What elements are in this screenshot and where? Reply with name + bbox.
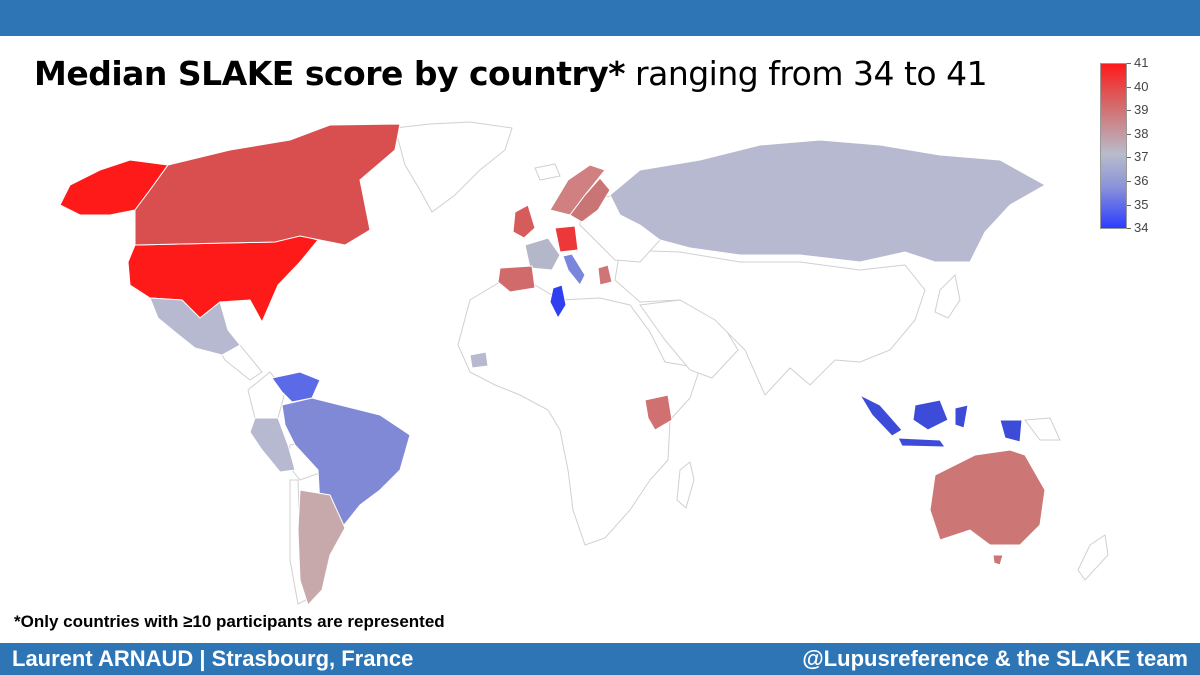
country-tunisia [549,284,567,320]
country-new-zealand [1077,534,1109,581]
country-senegal [469,351,489,369]
country-germany [554,225,579,253]
country-madagascar [676,461,695,509]
footer-author: Laurent ARNAUD | Strasbourg, France [12,646,414,671]
country-tasmania [992,554,1004,566]
country-indonesia-papua [999,419,1023,443]
legend-tick: 34 [1134,220,1149,235]
country-france [524,237,561,271]
page-title: Median SLAKE score by country* ranging f… [34,54,988,93]
country-australia [929,449,1046,546]
country-greenland [394,121,513,213]
legend-tick: 39 [1134,102,1149,117]
country-canada [134,123,401,246]
country-japan [934,273,961,319]
legend-tick: 38 [1134,126,1149,141]
country-peru [249,417,296,473]
country-png [1024,417,1061,441]
footer-handle: @Lupusreference & the SLAKE team [802,646,1188,671]
country-indonesia-java [897,437,946,448]
country-mexico [149,297,241,356]
legend-tick: 40 [1134,79,1149,94]
country-uk [512,204,536,239]
legend-tick: 41 [1134,55,1149,70]
legend-tick: 37 [1134,149,1149,164]
country-iceland [534,163,561,181]
country-asia-unfilled [614,249,926,396]
footer-banner: Laurent ARNAUD | Strasbourg, France @Lup… [0,643,1200,675]
country-indonesia-sumatra [858,393,903,437]
footnote: *Only countries with ≥10 participants ar… [14,612,445,631]
title-regular: ranging from 34 to 41 [635,54,988,93]
legend-gradient-bar [1100,63,1127,229]
country-sweden [569,177,611,223]
country-russia [609,139,1047,263]
country-indonesia-borneo [912,399,949,431]
country-indonesia-sulawesi [954,404,969,429]
country-brazil [281,397,411,531]
country-kenya [644,394,673,431]
legend-tick: 36 [1134,173,1149,188]
country-argentina [297,489,346,606]
country-italy [562,253,586,286]
country-africa-unfilled [457,281,701,546]
top-banner [0,0,1200,36]
legend-tick: 35 [1134,197,1149,212]
title-bold: Median SLAKE score by country* [34,54,626,93]
country-spain [497,265,536,293]
country-greece [597,264,613,286]
